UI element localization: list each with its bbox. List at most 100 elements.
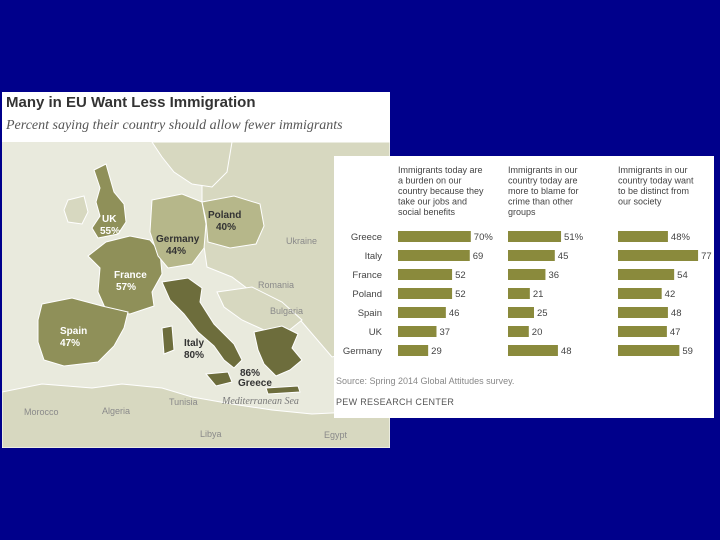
value-label-col1-poland: 52 <box>455 289 466 300</box>
value-label-col3-greece: 48% <box>671 232 691 243</box>
value-label-col2-italy: 45 <box>558 251 569 262</box>
bar-col3-spain <box>618 307 668 318</box>
label-bulgaria: Bulgaria <box>270 306 303 316</box>
bar-col1-germany <box>398 345 429 356</box>
bar-col1-uk <box>398 326 437 337</box>
land-uk <box>91 163 127 239</box>
country-name-italy: Italy <box>184 338 204 349</box>
chart-credit: PEW RESEARCH CENTER <box>336 397 455 407</box>
land-france <box>87 235 163 315</box>
country-name-greece: Greece <box>238 378 272 389</box>
bar-col3-greece <box>618 231 668 242</box>
land-poland <box>201 195 265 249</box>
column-head-2-line-2: country today are <box>508 176 578 186</box>
value-label-col1-uk: 37 <box>439 327 450 338</box>
country-name-spain: Spain <box>60 326 87 337</box>
chart-panel: Immigrants today are a burden on our count… <box>334 156 714 418</box>
bar-col1-poland <box>398 288 453 299</box>
column-head-1-line-1: Immigrants today are <box>398 165 483 175</box>
column-head-2-line-1: Immigrants in our <box>508 165 578 175</box>
map-subtitle: Percent saying their country should allo… <box>6 118 343 133</box>
country-name-uk: UK <box>102 214 117 225</box>
bar-col2-poland <box>508 288 530 299</box>
bar-col2-greece <box>508 231 562 242</box>
land-scandinavia <box>151 141 233 188</box>
bar-col3-uk <box>618 326 667 337</box>
map-title: Many in EU Want Less Immigration <box>6 94 256 111</box>
country-pct-greece: 86% <box>240 368 260 379</box>
column-head-1-line-5: social benefits <box>398 207 456 217</box>
value-label-col1-germany: 29 <box>431 346 442 357</box>
bar-col2-italy <box>508 250 555 261</box>
column-head-1-line-4: take our jobs and <box>398 197 467 207</box>
value-label-col3-spain: 48 <box>671 308 682 319</box>
country-name-france: France <box>114 270 147 281</box>
label-algeria: Algeria <box>102 406 130 416</box>
column-head-1-line-3: country because they <box>398 186 484 196</box>
value-label-col3-uk: 47 <box>670 327 681 338</box>
value-label-col1-greece: 70% <box>474 232 494 243</box>
row-label-italy: Italy <box>365 251 383 262</box>
value-label-col2-france: 36 <box>548 270 559 281</box>
country-pct-spain: 47% <box>60 338 80 349</box>
country-name-poland: Poland <box>208 210 241 221</box>
value-label-col3-germany: 59 <box>682 346 693 357</box>
column-head-3-line-3: to be distinct from <box>618 186 689 196</box>
land-crete <box>265 385 301 395</box>
row-label-uk: UK <box>369 327 383 338</box>
land-greece <box>253 325 303 377</box>
column-head-2-line-4: crime than other <box>508 197 573 207</box>
row-label-poland: Poland <box>352 289 382 300</box>
bar-col2-uk <box>508 326 529 337</box>
value-label-col1-spain: 46 <box>449 308 460 319</box>
row-label-spain: Spain <box>358 308 382 319</box>
value-label-col3-poland: 42 <box>665 289 676 300</box>
value-label-col3-italy: 77 <box>701 251 712 262</box>
country-pct-poland: 40% <box>216 222 236 233</box>
row-label-france: France <box>352 270 382 281</box>
land-ireland <box>63 195 89 225</box>
value-label-col2-uk: 20 <box>532 327 543 338</box>
land-north-africa <box>2 383 390 448</box>
country-name-germany: Germany <box>156 234 200 245</box>
bar-col2-germany <box>508 345 558 356</box>
chart-source: Source: Spring 2014 Global Attitudes sur… <box>336 376 515 386</box>
label-romania: Romania <box>258 280 294 290</box>
bar-col2-spain <box>508 307 534 318</box>
country-pct-uk: 55% <box>100 226 120 237</box>
column-head-3-line-2: country today want <box>618 176 694 186</box>
country-pct-italy: 80% <box>184 350 204 361</box>
land-italy <box>161 277 243 369</box>
column-head-3-line-4: our society <box>618 197 662 207</box>
value-label-col3-france: 54 <box>677 270 688 281</box>
label-libya: Libya <box>200 429 222 439</box>
land-germany <box>149 193 207 269</box>
value-label-col2-greece: 51% <box>564 232 584 243</box>
bar-col1-france <box>398 269 453 280</box>
column-head-2-line-3: more to blame for <box>508 186 579 196</box>
bar-col3-france <box>618 269 675 280</box>
bar-col2-france <box>508 269 546 280</box>
column-head-2-line-5: groups <box>508 207 536 217</box>
column-head-3-line-1: Immigrants in our <box>618 165 688 175</box>
land-sardinia <box>161 325 175 355</box>
bar-col1-spain <box>398 307 446 318</box>
value-label-col2-spain: 25 <box>537 308 548 319</box>
value-label-col1-italy: 69 <box>473 251 484 262</box>
label-tunisia: Tunisia <box>169 397 198 407</box>
label-mediterranean-sea: Mediterranean Sea <box>221 396 299 407</box>
value-label-col1-france: 52 <box>455 270 466 281</box>
row-label-germany: Germany <box>343 346 382 357</box>
country-pct-france: 57% <box>116 282 136 293</box>
value-label-col2-poland: 21 <box>533 289 544 300</box>
map-panel: Ukraine Romania Bulgaria Morocco Algeria… <box>2 92 390 448</box>
land-spain <box>37 297 129 367</box>
bar-col3-germany <box>618 345 680 356</box>
europe-map: Ukraine Romania Bulgaria Morocco Algeria… <box>2 141 390 448</box>
label-egypt: Egypt <box>324 430 348 440</box>
land-sicily <box>205 371 233 387</box>
bar-col1-italy <box>398 250 470 261</box>
bar-col3-italy <box>618 250 699 261</box>
column-head-1-line-2: a burden on our <box>398 176 462 186</box>
